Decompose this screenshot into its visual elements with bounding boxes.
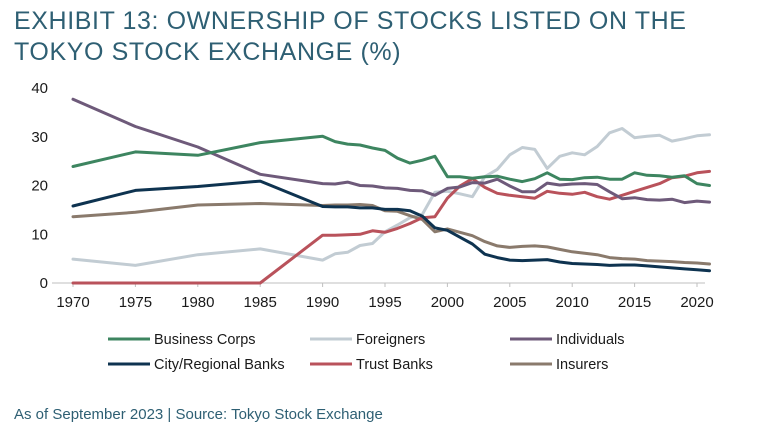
legend-label: Individuals xyxy=(556,332,625,348)
x-tick-label: 2015 xyxy=(618,294,651,311)
x-tick-label: 2020 xyxy=(680,294,713,311)
series-line-trust-banks xyxy=(71,169,711,285)
x-tick-label: 1980 xyxy=(181,294,214,311)
x-tick-label: 1985 xyxy=(244,294,277,311)
source-note: As of September 2023 | Source: Tokyo Sto… xyxy=(14,406,383,423)
series-line-foreigners xyxy=(71,127,711,267)
y-tick-label: 20 xyxy=(31,178,48,195)
y-tick-label: 30 xyxy=(31,129,48,146)
x-tick-label: 1975 xyxy=(119,294,152,311)
chart-title: EXHIBIT 13: OWNERSHIP OF STOCKS LISTED O… xyxy=(14,7,687,66)
series-lines xyxy=(71,97,711,285)
y-tick-label: 40 xyxy=(31,80,48,97)
line-chart: 0 10 20 30 40 1970 1975 1980 1985 1990 1995 2000 200… xyxy=(31,80,713,373)
legend-label: Trust Banks xyxy=(356,357,433,373)
axes: 0 10 20 30 40 1970 1975 1980 1985 1990 1995 2000 200… xyxy=(31,80,713,311)
x-tick-label: 1970 xyxy=(56,294,89,311)
legend-label: City/Regional Banks xyxy=(154,357,285,373)
legend: Business Corps Foreigners Individuals City/… xyxy=(108,332,625,373)
series-line-individuals xyxy=(71,97,711,205)
series-line-insurers xyxy=(71,202,711,266)
series-line-city-regional-banks xyxy=(71,179,711,273)
x-tick-label: 1995 xyxy=(368,294,401,311)
series-line-business-corps xyxy=(71,134,711,187)
y-tick-label: 10 xyxy=(31,226,48,243)
y-tick-label: 0 xyxy=(40,275,48,292)
x-tick-label: 1990 xyxy=(306,294,339,311)
x-tick-label: 2010 xyxy=(556,294,589,311)
x-tick-label: 2000 xyxy=(431,294,464,311)
legend-label: Insurers xyxy=(556,357,608,373)
legend-label: Foreigners xyxy=(356,332,425,348)
legend-label: Business Corps xyxy=(154,332,256,348)
x-tick-label: 2005 xyxy=(493,294,526,311)
